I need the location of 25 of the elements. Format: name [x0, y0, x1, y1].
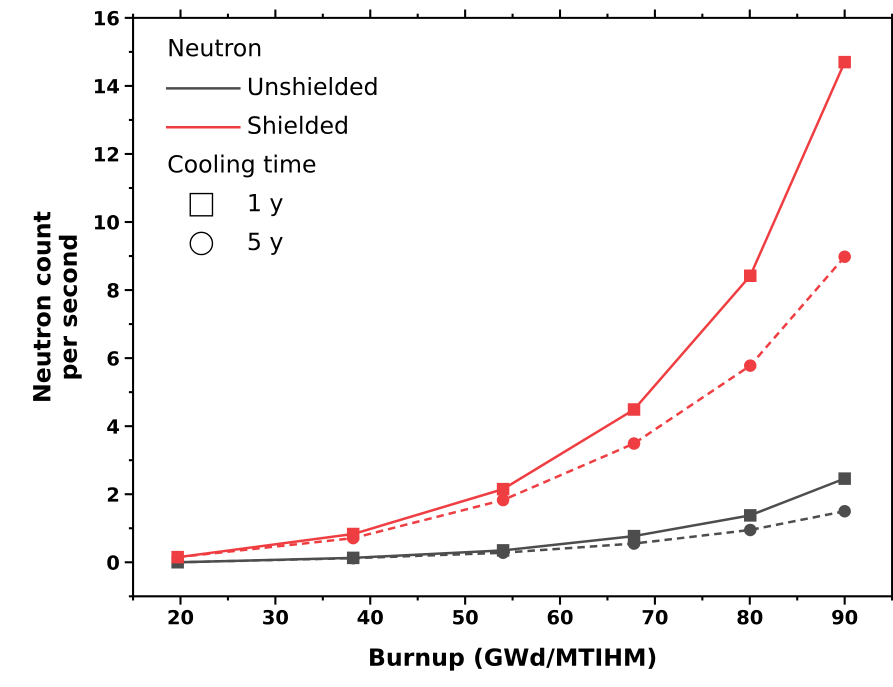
annotation: 5 y — [248, 232, 283, 255]
y-tick-label: 14 — [95, 79, 119, 94]
y-tick-label: 4 — [107, 419, 119, 434]
x-tick-label: 30 — [263, 610, 288, 625]
annotation: Cooling time — [168, 154, 316, 178]
y-tick-label: 10 — [95, 214, 119, 230]
x-tick-label: 50 — [453, 610, 478, 625]
x-axis-title: Burnup (GWd/MTIHM) — [370, 648, 656, 671]
y-axis-title: Neutron count per second — [33, 212, 82, 401]
x-tick-label: 90 — [832, 610, 858, 625]
x-tick-label: 40 — [358, 610, 383, 625]
y-tick-label: 0 — [107, 555, 119, 570]
y-tick-label: 2 — [108, 487, 118, 502]
annotation: Shielded — [248, 116, 347, 134]
x-tick-label: 20 — [168, 610, 194, 625]
annotation: Unshielded — [248, 77, 376, 96]
y-tick-label: 12 — [95, 146, 118, 162]
x-tick-label: 70 — [642, 610, 668, 625]
y-tick-label: 6 — [108, 351, 119, 366]
annotation: 1 y — [250, 194, 283, 216]
legend-title: Neutron — [170, 38, 260, 57]
y-tick-label: 16 — [95, 10, 119, 26]
y-tick-label: 8 — [108, 283, 119, 298]
x-tick-label: 80 — [737, 610, 762, 625]
x-tick-label: 60 — [548, 610, 573, 625]
